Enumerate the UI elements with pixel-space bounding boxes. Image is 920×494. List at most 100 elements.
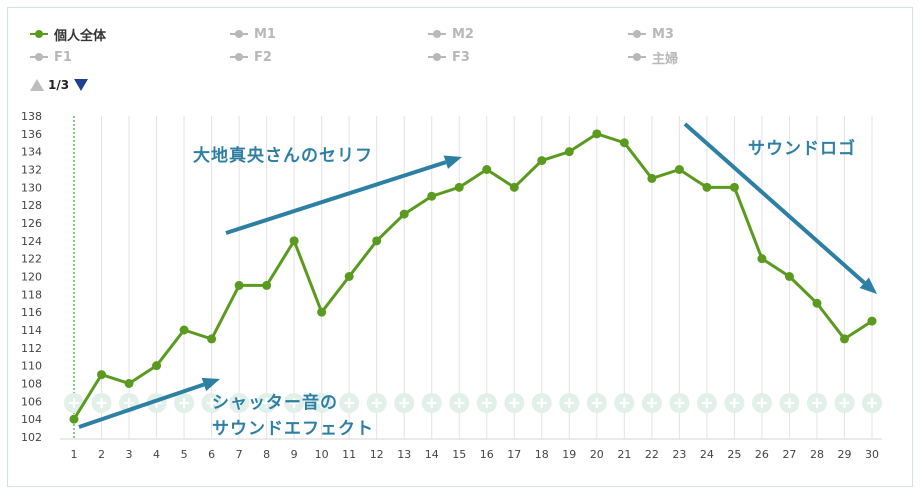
y-tick-label: 106	[21, 395, 42, 408]
y-tick-label: 138	[21, 110, 42, 123]
y-axis: 102 104 106 108 110 112 114 116 118 120 122 124 126 1…	[21, 110, 42, 444]
data-point	[674, 165, 684, 174]
data-point	[757, 254, 767, 264]
x-tick-label: 1	[71, 448, 78, 461]
y-tick-label: 130	[21, 181, 42, 194]
x-tick-label: 24	[700, 448, 714, 461]
legend-item-m2[interactable]: M2	[428, 24, 474, 44]
legend-label: M3	[652, 26, 674, 42]
legend-label: F3	[452, 49, 470, 65]
arrow-to-shutter-shaft	[78, 382, 205, 429]
arrow-to-logo-shaft	[683, 122, 866, 285]
x-tick-label: 19	[562, 448, 576, 461]
data-point	[262, 280, 272, 290]
x-tick-label: 13	[397, 448, 411, 461]
x-tick-label: 18	[535, 448, 549, 461]
legend-swatch-icon	[230, 52, 248, 62]
x-tick-label: 2	[98, 448, 105, 461]
legend-item-housewife[interactable]: 主婦	[628, 47, 678, 67]
x-tick-label: 27	[782, 448, 796, 461]
y-tick-label: 108	[21, 378, 42, 391]
data-point	[399, 209, 409, 219]
data-point	[234, 280, 244, 290]
data-point	[317, 307, 327, 317]
x-tick-label: 30	[865, 448, 879, 461]
arrow-to-line-shaft	[225, 160, 447, 235]
data-point	[702, 182, 712, 192]
x-tick-label: 17	[507, 448, 521, 461]
y-tick-label: 104	[21, 413, 42, 426]
legend-label: F2	[254, 49, 272, 65]
legend-item-f2[interactable]: F2	[230, 47, 272, 67]
legend-label: M1	[254, 26, 276, 42]
x-tick-label: 7	[236, 448, 243, 461]
y-tick-label: 132	[21, 164, 42, 177]
x-tick-label: 11	[342, 448, 356, 461]
x-tick-label: 6	[208, 448, 215, 461]
legend-item-f1[interactable]: F1	[30, 47, 72, 67]
legend-swatch-icon	[30, 29, 48, 39]
y-tick-label: 126	[21, 217, 42, 230]
grid	[60, 116, 882, 440]
data-point	[97, 370, 107, 380]
x-axis: 1 2 3 4 5 6 7 8 9 10 11 12 13 14 15 16 17 18 19 20 21 22 23 24 2…	[71, 448, 880, 461]
data-point	[179, 325, 189, 335]
data-point	[427, 191, 437, 201]
x-tick-label: 22	[645, 448, 659, 461]
arrow-to-shutter-head	[201, 377, 220, 392]
annotation-arrows	[78, 122, 877, 429]
legend-label: M2	[452, 26, 474, 42]
data-point	[344, 272, 354, 281]
y-tick-label: 102	[21, 431, 42, 444]
y-tick-label: 110	[21, 360, 42, 373]
legend-swatch-icon	[428, 52, 446, 62]
legend: 個人全体 M1 M2 M3 F1 F2 F3 主婦	[22, 22, 782, 72]
y-tick-label: 112	[21, 342, 42, 355]
x-tick-label: 14	[425, 448, 439, 461]
legend-item-all[interactable]: 個人全体	[30, 24, 106, 44]
legend-swatch-icon	[428, 29, 446, 39]
data-point	[619, 138, 629, 148]
arrow-to-line-head	[443, 155, 462, 169]
data-point	[152, 361, 162, 371]
data-point	[207, 334, 217, 344]
data-point	[69, 414, 79, 424]
data-point	[867, 316, 877, 326]
x-tick-label: 23	[672, 448, 686, 461]
y-tick-label: 124	[21, 235, 42, 248]
legend-label: 主婦	[652, 51, 679, 67]
annotation-shutter-sound-1: シャッター音の	[212, 393, 338, 413]
data-point	[537, 156, 547, 166]
data-point	[482, 165, 492, 174]
y-tick-label: 122	[21, 253, 42, 266]
legend-label: 個人全体	[54, 28, 107, 44]
legend-swatch-icon	[30, 52, 48, 62]
x-tick-label: 10	[315, 448, 329, 461]
legend-swatch-icon	[628, 29, 646, 39]
x-tick-label: 21	[617, 448, 631, 461]
x-tick-label: 15	[452, 448, 466, 461]
x-tick-label: 8	[263, 448, 270, 461]
x-tick-label: 28	[810, 448, 824, 461]
legend-swatch-icon	[230, 29, 248, 39]
legend-item-m3[interactable]: M3	[628, 24, 674, 44]
data-point	[509, 182, 519, 192]
page-down-icon[interactable]	[74, 79, 89, 91]
x-tick-label: 5	[181, 448, 188, 461]
page-up-icon[interactable]	[30, 79, 44, 91]
x-tick-label: 20	[590, 448, 604, 461]
y-tick-label: 116	[21, 306, 42, 319]
page-indicator: 1/3	[48, 78, 70, 92]
data-point	[812, 298, 822, 308]
legend-item-f3[interactable]: F3	[428, 47, 470, 67]
y-tick-label: 134	[21, 146, 42, 159]
y-tick-label: 136	[21, 128, 42, 141]
annotation-daichi-mao-line: 大地真央さんのセリフ	[193, 146, 373, 166]
data-point	[647, 173, 657, 183]
data-point	[784, 272, 794, 281]
data-point	[454, 182, 464, 192]
x-tick-label: 12	[370, 448, 384, 461]
legend-item-m1[interactable]: M1	[230, 24, 276, 44]
plus-button-row	[64, 393, 882, 413]
